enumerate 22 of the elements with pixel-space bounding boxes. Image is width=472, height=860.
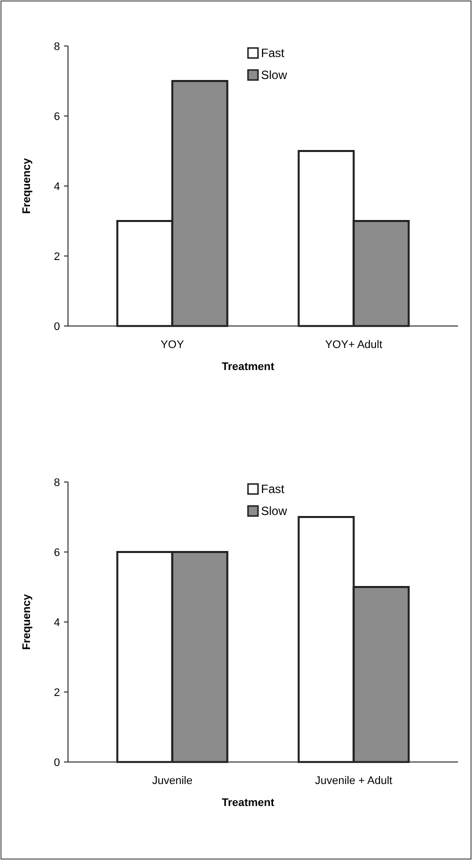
- y-axis-title: Frequency: [21, 593, 33, 650]
- y-tick-label: 8: [54, 476, 60, 489]
- legend-label: Fast: [261, 482, 286, 496]
- y-tick-label: 6: [54, 546, 60, 559]
- legend-label: Slow: [261, 68, 288, 82]
- x-tick-label: YOY+ Adult: [325, 339, 382, 351]
- y-tick-label: 6: [54, 110, 60, 123]
- x-axis-title: Treatment: [222, 797, 275, 809]
- x-axis-title: Treatment: [222, 361, 275, 373]
- y-tick-label: 0: [54, 320, 60, 333]
- x-tick-label: Juvenile: [152, 775, 192, 787]
- x-tick-label: Juvenile + Adult: [315, 775, 392, 787]
- y-tick-label: 4: [54, 616, 60, 629]
- y-tick-label: 2: [54, 686, 60, 699]
- y-tick-label: 8: [54, 40, 60, 53]
- x-tick-label: YOY: [160, 339, 185, 351]
- legend-label: Slow: [261, 504, 288, 518]
- y-axis-title: Frequency: [21, 157, 33, 214]
- y-tick-label: 0: [54, 756, 60, 769]
- y-tick-label: 4: [54, 180, 60, 193]
- y-tick-label: 2: [54, 250, 60, 263]
- legend-label: Fast: [261, 46, 286, 60]
